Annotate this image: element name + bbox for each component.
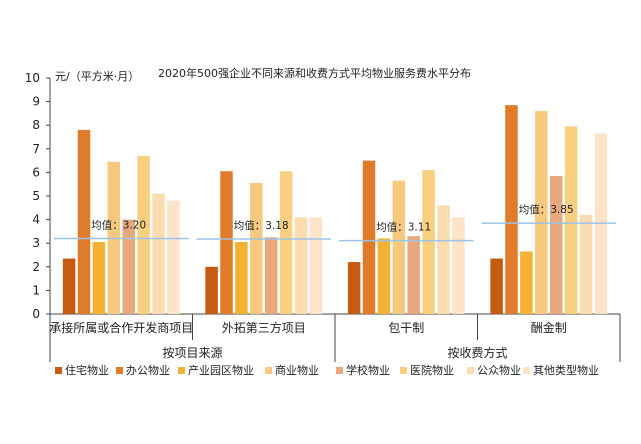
- y-tick-label: 9: [32, 95, 40, 109]
- bar: [92, 242, 106, 314]
- category-label: 承接所属或合作开发商项目: [49, 320, 193, 335]
- average-label: 均值：3.20: [91, 218, 146, 231]
- legend-label: 住宅物业: [65, 363, 109, 377]
- y-tick-label: 1: [32, 283, 40, 297]
- y-tick-label: 0: [32, 307, 40, 321]
- bar: [62, 258, 76, 314]
- legend-swatch: [265, 367, 272, 374]
- legend-label: 医院物业: [410, 363, 454, 377]
- bar: [490, 258, 503, 314]
- bar: [279, 171, 293, 314]
- bar: [309, 217, 323, 314]
- bar: [347, 262, 361, 314]
- category-label: 包干制: [388, 321, 424, 335]
- bar: [392, 180, 406, 314]
- bar: [579, 214, 593, 314]
- bar: [564, 126, 578, 314]
- legend-swatch: [523, 367, 530, 374]
- bar: [452, 217, 465, 314]
- category-label: 酬金制: [531, 320, 567, 335]
- average-label: 均值：3.18: [234, 219, 289, 232]
- y-tick-label: 8: [32, 118, 40, 132]
- legend-label: 办公物业: [126, 363, 170, 377]
- y-tick-label: 7: [32, 142, 40, 156]
- group-label: 按收费方式: [447, 345, 507, 360]
- bar: [377, 238, 391, 314]
- y-tick-label: 10: [25, 71, 40, 85]
- bar: [152, 193, 165, 314]
- bar: [407, 236, 420, 314]
- bar: [220, 171, 233, 314]
- average-label: 均值：3.85: [519, 203, 574, 216]
- y-tick-label: 5: [32, 189, 40, 203]
- bar: [437, 205, 450, 314]
- y-tick-label: 4: [32, 213, 40, 227]
- legend-swatch: [116, 367, 123, 374]
- bar: [167, 200, 180, 314]
- bar: [535, 111, 548, 314]
- legend-swatch: [400, 367, 407, 374]
- y-tick-label: 3: [32, 236, 40, 250]
- legend-swatch: [336, 367, 343, 374]
- legend-label: 商业物业: [275, 363, 319, 377]
- legend-swatch: [55, 367, 62, 374]
- chart-title: 2020年500强企业不同来源和收费方式平均物业服务费水平分布: [158, 66, 471, 80]
- bar: [422, 170, 435, 314]
- average-label: 均值：3.11: [376, 221, 431, 234]
- legend-swatch: [178, 367, 185, 374]
- bar: [137, 155, 150, 314]
- bar: [205, 266, 218, 314]
- bar: [520, 251, 533, 314]
- bar: [235, 242, 248, 314]
- bar: [549, 175, 563, 314]
- y-axis-label: 元/（平方米·月）: [55, 69, 139, 83]
- bar: [250, 183, 263, 314]
- y-tick-label: 6: [32, 165, 40, 179]
- bar: [362, 160, 376, 314]
- legend-label: 公众物业: [477, 363, 521, 377]
- y-tick-label: 2: [32, 260, 40, 274]
- category-label: 外拓第三方项目: [222, 320, 306, 335]
- legend-label: 产业园区物业: [188, 363, 254, 377]
- legend-label: 其他类型物业: [533, 363, 599, 377]
- legend-label: 学校物业: [346, 363, 390, 377]
- bar: [122, 219, 135, 314]
- bar: [505, 105, 518, 314]
- bar: [294, 217, 308, 314]
- bar: [264, 237, 278, 314]
- group-label: 按项目来源: [162, 346, 222, 360]
- bar: [77, 129, 91, 314]
- legend-swatch: [467, 367, 474, 374]
